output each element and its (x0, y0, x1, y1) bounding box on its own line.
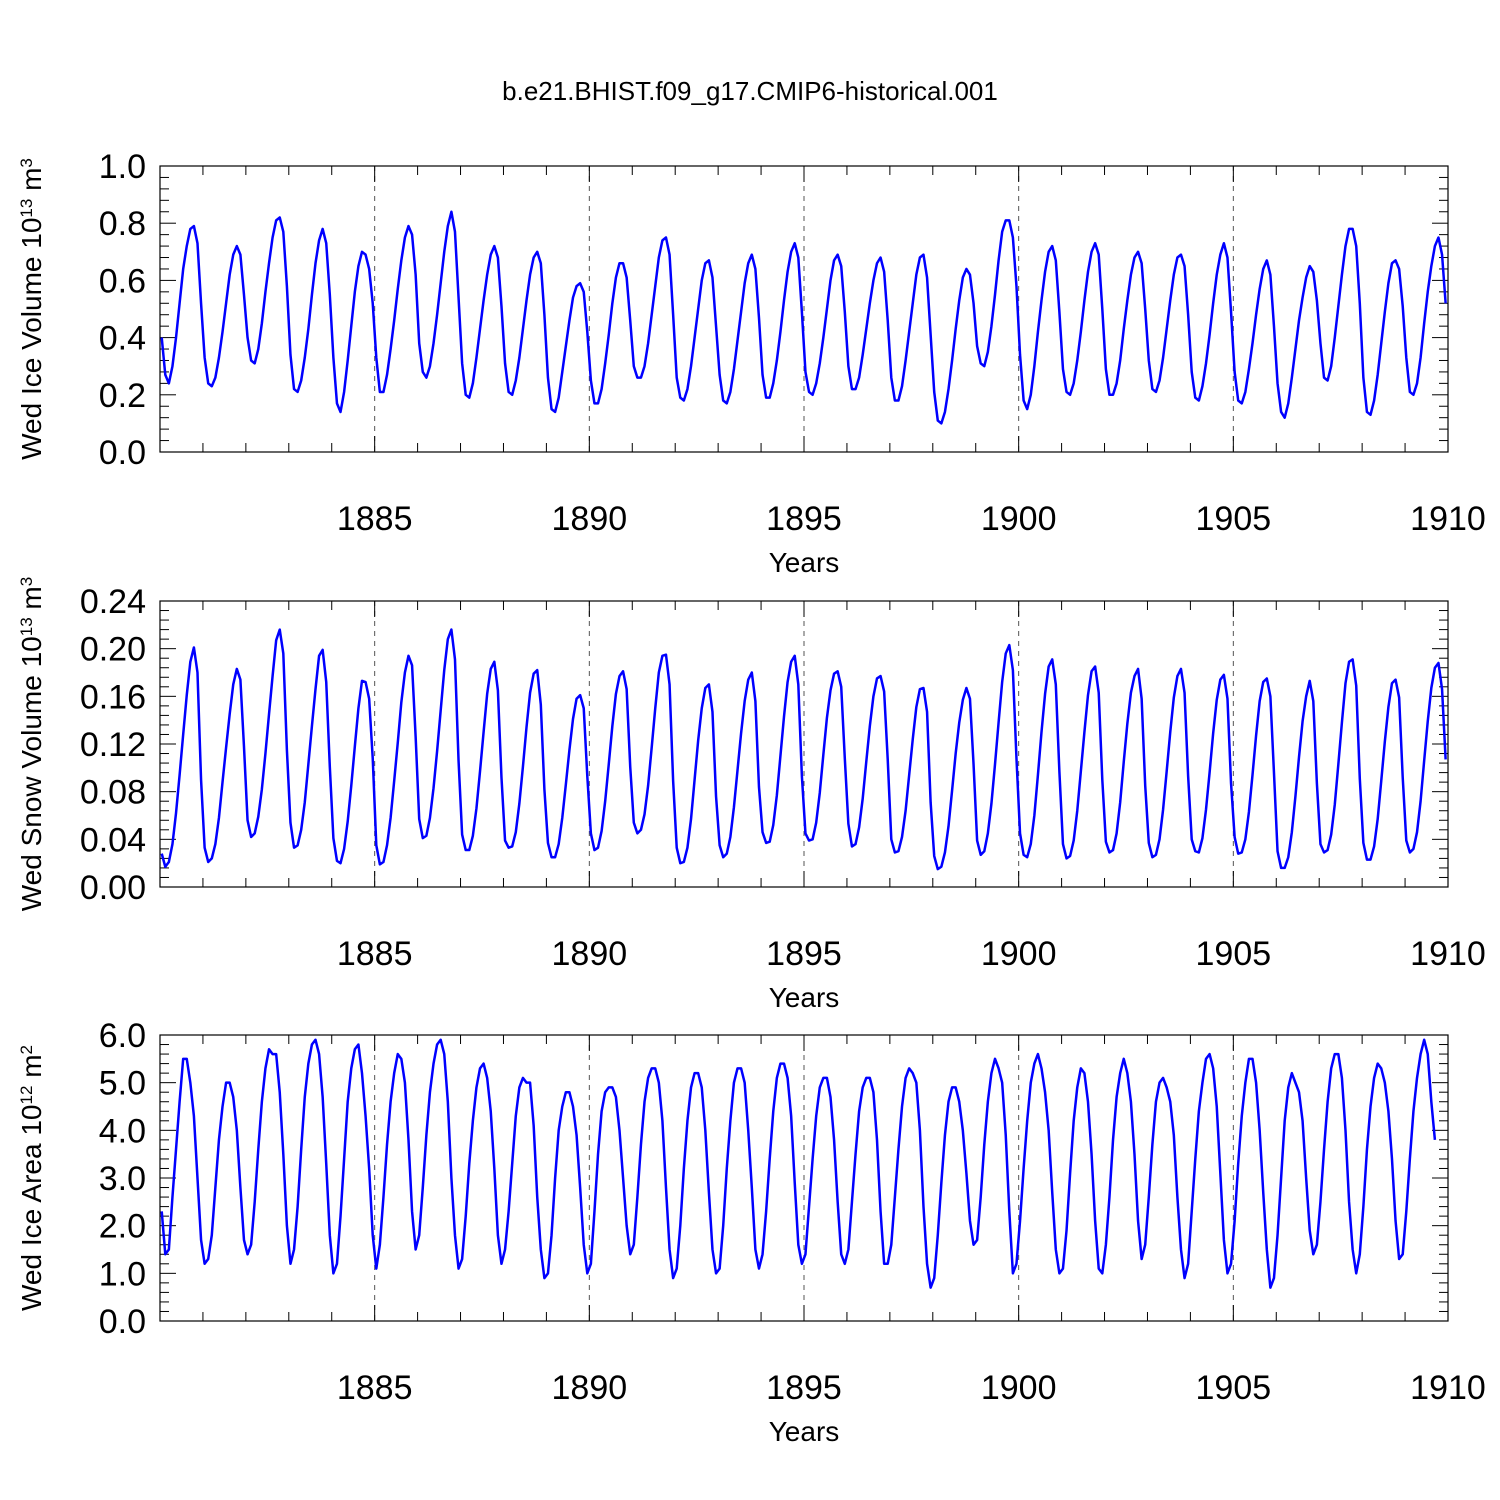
x-tick-label: 1890 (552, 1369, 628, 1407)
x-tick-label: 1910 (1410, 1369, 1486, 1407)
y-tick-label: 0.12 (80, 726, 146, 764)
x-tick-label: 1895 (766, 1369, 842, 1407)
panel-snow-volume: 0.00 0.04 0.08 0.12 0.16 0.20 0.24 1885 1890 1895… (16, 577, 1486, 1013)
series-line (160, 210, 1447, 425)
plot-frame (159, 165, 1449, 453)
plot-frame (159, 600, 1449, 888)
x-tick-label: 1890 (552, 935, 628, 973)
y-tick-label: 0.20 (80, 631, 146, 669)
x-tick-label: 1910 (1410, 935, 1486, 973)
y-tick-label: 2.0 (99, 1208, 146, 1246)
x-tick-label: 1905 (1196, 500, 1272, 538)
y-tick-label: 0.0 (99, 434, 146, 472)
x-tick-label: 1895 (766, 500, 842, 538)
y-tick-label: 0.6 (99, 262, 146, 300)
y-tick-label: 0.4 (99, 320, 146, 358)
x-tick-label: 1885 (337, 500, 413, 538)
x-tick-label: 1905 (1196, 1369, 1272, 1407)
y-tick-label: 0.08 (80, 774, 146, 812)
x-tick-label: 1900 (981, 500, 1057, 538)
y-tick-label: 4.0 (99, 1112, 146, 1150)
y-tick-label: 0.00 (80, 869, 146, 907)
x-tick-label: 1885 (337, 1369, 413, 1407)
x-tick-label: 1895 (766, 935, 842, 973)
y-tick-label: 1.0 (99, 1255, 146, 1293)
panel-ice-area: 0.0 1.0 2.0 3.0 4.0 5.0 6.0 1885 1890 1895 1900 190… (16, 1017, 1486, 1447)
y-tick-label: 6.0 (99, 1017, 146, 1055)
y-tick-label: 0.8 (99, 205, 146, 243)
y-tick-label: 0.04 (80, 821, 146, 859)
x-tick-label: 1900 (981, 1369, 1057, 1407)
y-tick-label: 1.0 (99, 148, 146, 186)
y-tick-label: 0.2 (99, 377, 146, 415)
x-tick-label: 1905 (1196, 935, 1272, 973)
x-tick-label: 1885 (337, 935, 413, 973)
x-axis-label: Years (769, 1416, 840, 1447)
y-tick-label: 0.16 (80, 678, 146, 716)
y-axis-label: Wed Ice Area 1012 m2 (16, 1045, 47, 1311)
y-tick-label: 3.0 (99, 1160, 146, 1198)
figure-title: b.e21.BHIST.f09_g17.CMIP6-historical.001 (502, 76, 998, 106)
panel-ice-volume: 0.0 0.2 0.4 0.6 0.8 1.0 1885 1890 1895 1900 1905 19… (16, 148, 1486, 578)
series-line (160, 628, 1447, 871)
x-axis-label: Years (769, 547, 840, 578)
plot-frame (159, 1034, 1449, 1322)
y-tick-label: 5.0 (99, 1065, 146, 1103)
y-axis-label: Wed Ice Volume 1013 m3 (16, 158, 47, 460)
x-axis-label: Years (769, 982, 840, 1013)
series-line (160, 1038, 1437, 1289)
y-axis-label: Wed Snow Volume 1013 m3 (16, 577, 47, 911)
y-tick-label: 0.24 (80, 583, 146, 621)
x-tick-label: 1900 (981, 935, 1057, 973)
x-tick-label: 1910 (1410, 500, 1486, 538)
x-tick-label: 1890 (552, 500, 628, 538)
y-tick-label: 0.0 (99, 1303, 146, 1341)
